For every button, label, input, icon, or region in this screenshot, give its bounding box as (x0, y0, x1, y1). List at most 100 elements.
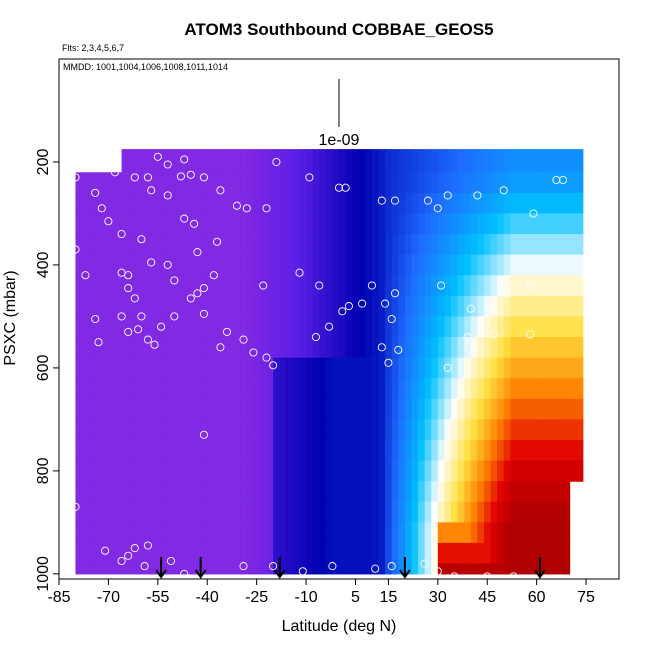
heatmap-cell (147, 169, 156, 173)
heatmap-cell (161, 234, 169, 256)
heatmap-cell (141, 172, 149, 194)
heatmap-cell (259, 460, 268, 482)
heatmap-cell (319, 522, 327, 544)
heatmap-cell (576, 213, 584, 235)
heatmap-cell (497, 522, 505, 544)
heatmap-cell (154, 563, 162, 575)
heatmap-cell (536, 316, 544, 338)
heatmap-cell (444, 254, 452, 276)
heatmap-cell (477, 439, 485, 462)
heatmap-cell (378, 398, 386, 420)
sample-point (526, 281, 535, 290)
heatmap-cell (345, 563, 353, 575)
heatmap-cell (431, 254, 439, 276)
heatmap-cell (101, 337, 110, 359)
heatmap-cell (358, 337, 366, 359)
heatmap-cell (286, 419, 294, 441)
heatmap-cell (233, 192, 241, 215)
heatmap-cell (424, 542, 432, 565)
heatmap-cell (299, 213, 307, 235)
heatmap-cell (385, 254, 393, 276)
heatmap-cell (121, 149, 129, 171)
heatmap-cell (457, 419, 465, 441)
heatmap-cell (121, 378, 129, 400)
sample-point (163, 191, 172, 200)
heatmap-cell (161, 419, 169, 441)
heatmap-cell (576, 439, 584, 462)
heatmap-cell (404, 337, 413, 359)
heatmap-cell (470, 542, 478, 565)
heatmap-cell (451, 522, 459, 544)
heatmap-cell (530, 563, 538, 575)
heatmap-cell (437, 192, 446, 215)
heatmap-cell (543, 357, 551, 379)
heatmap-cell (220, 149, 228, 171)
heatmap-cell (167, 275, 175, 297)
heatmap-cell (194, 378, 202, 400)
heatmap-cell (536, 192, 544, 215)
heatmap-cell (319, 316, 327, 338)
heatmap-cell (424, 460, 432, 482)
heatmap-cell (444, 460, 452, 482)
heatmap-cell (339, 149, 347, 171)
heatmap-cell (530, 357, 538, 379)
heatmap-cell (477, 563, 485, 575)
sample-point (170, 276, 179, 285)
heatmap-cell (306, 378, 314, 400)
heatmap-cell (516, 169, 525, 173)
heatmap-cell (510, 172, 518, 194)
heatmap-cell (82, 275, 90, 297)
heatmap-cell (530, 337, 538, 359)
heatmap-cell (88, 501, 96, 523)
heatmap-cell (371, 398, 380, 420)
heatmap-cell (220, 398, 228, 420)
heatmap-cell (319, 542, 327, 565)
heatmap-cell (457, 481, 465, 503)
heatmap-cell (246, 234, 254, 256)
sample-point (170, 312, 179, 321)
heatmap-cell (259, 357, 268, 379)
heatmap-cell (437, 254, 446, 276)
heatmap-cell (82, 316, 90, 338)
heatmap-cell (569, 169, 577, 173)
sample-point (222, 327, 232, 336)
heatmap-cell (510, 481, 518, 503)
heatmap-cell (490, 522, 498, 544)
heatmap-cell (404, 172, 413, 194)
heatmap-cell (259, 563, 268, 575)
heatmap-cell (457, 439, 465, 462)
sample-point (315, 281, 324, 290)
heatmap-cell (200, 419, 208, 441)
heatmap-cell (233, 337, 241, 359)
heatmap-cell (253, 522, 261, 544)
heatmap-cell (154, 337, 162, 359)
heatmap-cell (292, 169, 301, 173)
heatmap-cell (371, 563, 380, 575)
sample-point (143, 335, 152, 344)
heatmap-cell (154, 501, 162, 523)
sample-point (199, 430, 208, 439)
heatmap-cell (108, 357, 116, 379)
heatmap-cell (88, 295, 96, 318)
heatmap-cell (325, 295, 334, 318)
heatmap-cell (253, 337, 261, 359)
heatmap-cell (312, 169, 320, 173)
heatmap-cell (352, 316, 360, 338)
heatmap-cell (503, 398, 511, 420)
heatmap-cell (576, 172, 584, 194)
heatmap-cell (563, 254, 571, 276)
heatmap-cell (246, 460, 254, 482)
heatmap-cell (167, 501, 175, 523)
heatmap-cell (147, 481, 156, 503)
heatmap-cell (470, 172, 478, 194)
heatmap-cell (345, 316, 353, 338)
heatmap-cell (365, 169, 373, 173)
heatmap-cell (128, 501, 136, 523)
heatmap-cell (404, 234, 413, 256)
heatmap-cell (523, 254, 531, 276)
heatmap-cell (358, 169, 366, 173)
sample-point (420, 559, 429, 568)
heatmap-cell (115, 275, 123, 297)
heatmap-cell (398, 234, 406, 256)
sample-point (153, 152, 162, 161)
